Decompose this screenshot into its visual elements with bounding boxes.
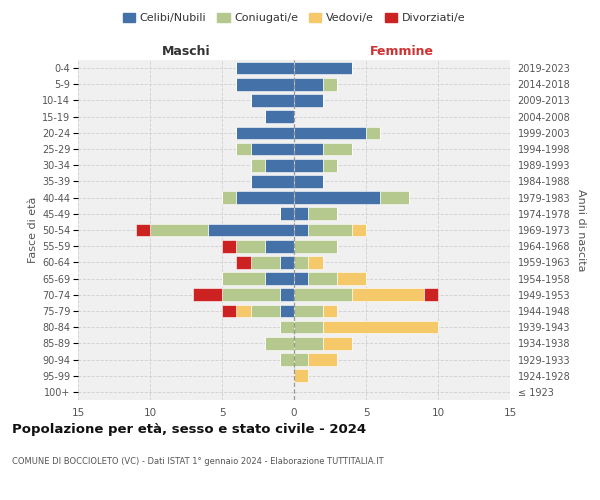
Bar [236, 304, 251, 318]
Bar [366, 126, 380, 139]
Bar [294, 175, 323, 188]
Bar [323, 159, 337, 172]
Bar [222, 192, 236, 204]
Bar [251, 256, 280, 268]
Bar [236, 78, 294, 90]
Bar [222, 288, 280, 301]
Bar [294, 142, 323, 156]
Bar [424, 288, 438, 301]
Bar [251, 94, 294, 107]
Text: Popolazione per età, sesso e stato civile - 2024: Popolazione per età, sesso e stato civil… [12, 422, 366, 436]
Bar [323, 321, 438, 334]
Bar [323, 304, 337, 318]
Bar [294, 321, 323, 334]
Bar [236, 62, 294, 74]
Bar [308, 272, 337, 285]
Bar [265, 159, 294, 172]
Bar [265, 272, 294, 285]
Bar [294, 240, 337, 252]
Bar [352, 288, 424, 301]
Bar [236, 126, 294, 139]
Bar [236, 142, 251, 156]
Bar [294, 256, 308, 268]
Bar [280, 288, 294, 301]
Bar [265, 240, 294, 252]
Bar [294, 192, 380, 204]
Bar [337, 272, 366, 285]
Bar [294, 159, 323, 172]
Bar [251, 159, 265, 172]
Bar [236, 240, 265, 252]
Bar [323, 142, 352, 156]
Bar [294, 126, 366, 139]
Legend: Celibi/Nubili, Coniugati/e, Vedovi/e, Divorziati/e: Celibi/Nubili, Coniugati/e, Vedovi/e, Di… [118, 8, 470, 28]
Y-axis label: Anni di nascita: Anni di nascita [576, 188, 586, 271]
Bar [280, 256, 294, 268]
Bar [280, 353, 294, 366]
Bar [294, 272, 308, 285]
Bar [251, 304, 280, 318]
Bar [251, 175, 294, 188]
Bar [150, 224, 208, 236]
Bar [236, 256, 251, 268]
Bar [208, 224, 294, 236]
Bar [308, 208, 337, 220]
Bar [323, 337, 352, 349]
Bar [308, 353, 337, 366]
Bar [294, 78, 323, 90]
Bar [294, 208, 308, 220]
Bar [193, 288, 222, 301]
Bar [294, 288, 352, 301]
Bar [294, 224, 308, 236]
Bar [294, 370, 308, 382]
Text: Femmine: Femmine [370, 44, 434, 58]
Bar [265, 110, 294, 123]
Bar [294, 353, 308, 366]
Bar [236, 192, 294, 204]
Bar [323, 78, 337, 90]
Bar [280, 321, 294, 334]
Bar [280, 304, 294, 318]
Bar [294, 304, 323, 318]
Text: Maschi: Maschi [161, 44, 211, 58]
Bar [222, 272, 265, 285]
Bar [380, 192, 409, 204]
Bar [222, 304, 236, 318]
Text: COMUNE DI BOCCIOLETO (VC) - Dati ISTAT 1° gennaio 2024 - Elaborazione TUTTITALIA: COMUNE DI BOCCIOLETO (VC) - Dati ISTAT 1… [12, 458, 383, 466]
Bar [136, 224, 150, 236]
Bar [280, 208, 294, 220]
Bar [308, 224, 352, 236]
Bar [294, 94, 323, 107]
Bar [294, 62, 352, 74]
Bar [222, 240, 236, 252]
Bar [352, 224, 366, 236]
Y-axis label: Fasce di età: Fasce di età [28, 197, 38, 263]
Bar [308, 256, 323, 268]
Bar [294, 337, 323, 349]
Bar [265, 337, 294, 349]
Bar [251, 142, 294, 156]
